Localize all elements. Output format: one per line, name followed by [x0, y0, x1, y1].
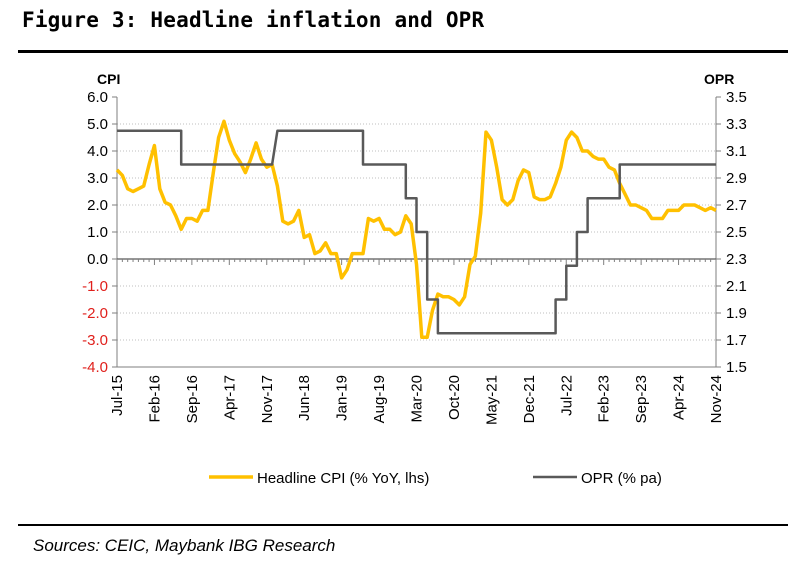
left-tick-label: -1.0	[82, 278, 108, 295]
left-axis-title: CPI	[97, 71, 120, 87]
opr-series-line	[117, 129, 716, 335]
top-rule	[18, 50, 788, 53]
x-tick-label: Nov-24	[708, 375, 725, 423]
legend-label-cpi: Headline CPI (% YoY, lhs)	[257, 470, 429, 487]
axes: 6.0 5.0 4.0 3.0 2.0 1.0 0.0 -1.0 -2.0 -3.0 -4.0 3.5…	[82, 71, 747, 425]
series	[115, 119, 717, 340]
chart-title: Figure 3: Headline inflation and OPR	[22, 8, 485, 32]
x-tick-label: Dec-21	[521, 375, 538, 423]
x-tick-label: Aug-19	[371, 375, 388, 423]
right-tick-label: 2.9	[726, 170, 747, 187]
x-tick-label: Apr-17	[221, 375, 238, 420]
x-tick-label: Sep-23	[633, 375, 650, 423]
right-tick-label: 3.5	[726, 89, 747, 106]
x-tick-label: Sep-16	[184, 375, 201, 423]
left-tick-label: -2.0	[82, 305, 108, 322]
right-tick-label: 3.1	[726, 143, 747, 160]
x-tick-label: May-21	[483, 375, 500, 425]
left-tick-label: -4.0	[82, 359, 108, 376]
x-tick-label: Feb-16	[146, 375, 163, 423]
left-tick-label: 6.0	[87, 89, 108, 106]
x-tick-label: Jan-19	[334, 375, 351, 421]
left-tick-label: 0.0	[87, 251, 108, 268]
legend-label-opr: OPR (% pa)	[581, 470, 662, 487]
legend: Headline CPI (% YoY, lhs) OPR (% pa)	[209, 470, 662, 487]
x-tick-label: Jul-22	[558, 375, 575, 416]
x-tick-label: Jul-15	[109, 375, 126, 416]
source-note: Sources: CEIC, Maybank IBG Research	[33, 536, 336, 555]
chart-svg: 6.0 5.0 4.0 3.0 2.0 1.0 0.0 -1.0 -2.0 -3.0 -4.0 3.5…	[82, 71, 747, 487]
left-tick-label: -3.0	[82, 332, 108, 349]
left-tick-label: 4.0	[87, 143, 108, 160]
right-tick-label: 2.5	[726, 224, 747, 241]
cpi-series-line	[115, 119, 717, 340]
x-tick-label: Apr-24	[671, 375, 688, 420]
bottom-rule	[18, 524, 788, 526]
right-tick-label: 2.1	[726, 278, 747, 295]
right-tick-label: 2.3	[726, 251, 747, 268]
x-tick-label: Mar-20	[409, 375, 426, 423]
right-tick-label: 1.5	[726, 359, 747, 376]
x-tick-label: Jun-18	[296, 375, 313, 421]
left-tick-label: 2.0	[87, 197, 108, 214]
x-tick-label: Oct-20	[446, 375, 463, 420]
right-tick-label: 2.7	[726, 197, 747, 214]
x-tick-label: Nov-17	[259, 375, 276, 423]
right-tick-label: 1.7	[726, 332, 747, 349]
x-tick-label: Feb-23	[596, 375, 613, 423]
left-tick-label: 1.0	[87, 224, 108, 241]
right-axis-title: OPR	[704, 71, 734, 87]
left-tick-label: 5.0	[87, 116, 108, 133]
right-tick-label: 3.3	[726, 116, 747, 133]
left-tick-label: 3.0	[87, 170, 108, 187]
right-tick-label: 1.9	[726, 305, 747, 322]
